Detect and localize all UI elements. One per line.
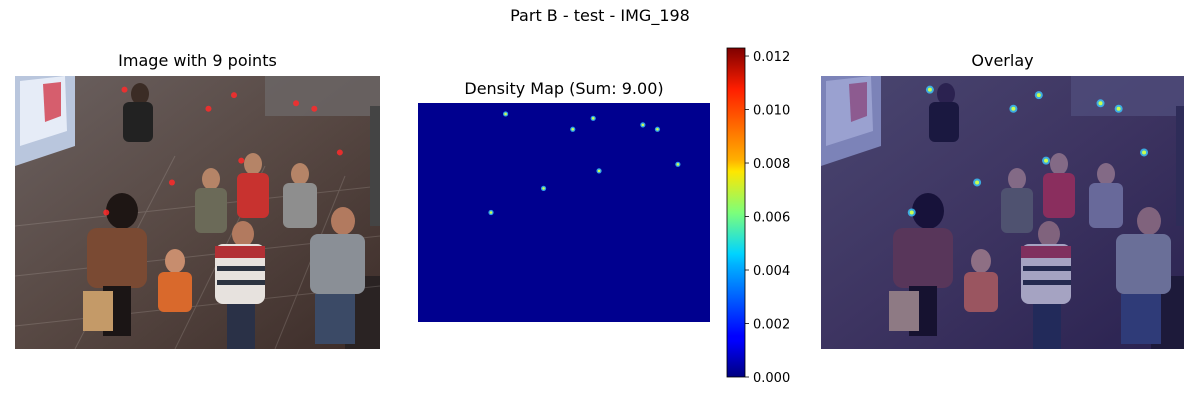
annotation-points: [103, 86, 343, 216]
overlay-panel-title: Overlay: [971, 51, 1034, 70]
colorbar-tick-label: 0.010: [753, 104, 790, 119]
point-marker: [205, 105, 212, 112]
density-peak: [1116, 106, 1121, 111]
crowd-image-panel: [15, 76, 380, 349]
density-peak: [927, 87, 932, 92]
overlay-image: [821, 76, 1184, 349]
point-marker: [103, 209, 110, 216]
density-peak: [504, 112, 507, 116]
point-marker: [168, 179, 175, 186]
density-peak: [909, 210, 914, 215]
density-peak: [676, 163, 680, 166]
density-peak: [597, 169, 601, 173]
point-marker: [231, 92, 237, 99]
point-marker: [121, 86, 128, 93]
image-panel-title: Image with 9 points: [118, 51, 277, 70]
density-panel-title: Density Map (Sum: 9.00): [464, 79, 664, 98]
colorbar-tick-label: 0.004: [753, 264, 790, 279]
overlay-density-points: [907, 85, 1149, 217]
density-peak: [1142, 150, 1147, 155]
colorbar-tick-label: 0.012: [753, 50, 790, 65]
crowd-figures: [83, 76, 380, 349]
point-marker: [238, 157, 245, 164]
overlay-crowd-figures: [889, 76, 1184, 349]
overlay-panel: [821, 76, 1184, 349]
density-heatmap: [418, 103, 710, 322]
density-peak: [542, 187, 545, 190]
density-peaks: [488, 111, 681, 216]
crowd-photo: [15, 76, 380, 349]
colorbar-tick-label: 0.000: [753, 371, 790, 386]
colorbar-tick-label: 0.008: [753, 157, 790, 172]
colorbar: 0.012 0.010 0.008 0.006 0.004 0.002 0.000: [726, 47, 790, 386]
figure-suptitle: Part B - test - IMG_198: [510, 6, 690, 25]
colorbar-gradient: [726, 47, 746, 378]
density-peak: [656, 127, 659, 131]
density-peak: [1098, 101, 1103, 106]
density-peak: [1011, 106, 1016, 111]
colorbar-tick-label: 0.002: [753, 318, 790, 333]
point-marker: [311, 105, 318, 112]
density-peak: [1044, 158, 1049, 163]
density-peak: [975, 180, 980, 185]
density-peak: [641, 123, 645, 127]
density-peak: [571, 127, 575, 131]
point-marker: [336, 149, 343, 156]
density-peak: [1036, 93, 1041, 98]
colorbar-tick-label: 0.006: [753, 211, 790, 226]
density-peak: [489, 211, 493, 214]
density-peak: [591, 117, 595, 120]
point-marker: [293, 100, 300, 107]
density-map-panel: [418, 103, 710, 322]
colorbar-ticks: 0.012 0.010 0.008 0.006 0.004 0.002 0.000: [745, 50, 790, 386]
